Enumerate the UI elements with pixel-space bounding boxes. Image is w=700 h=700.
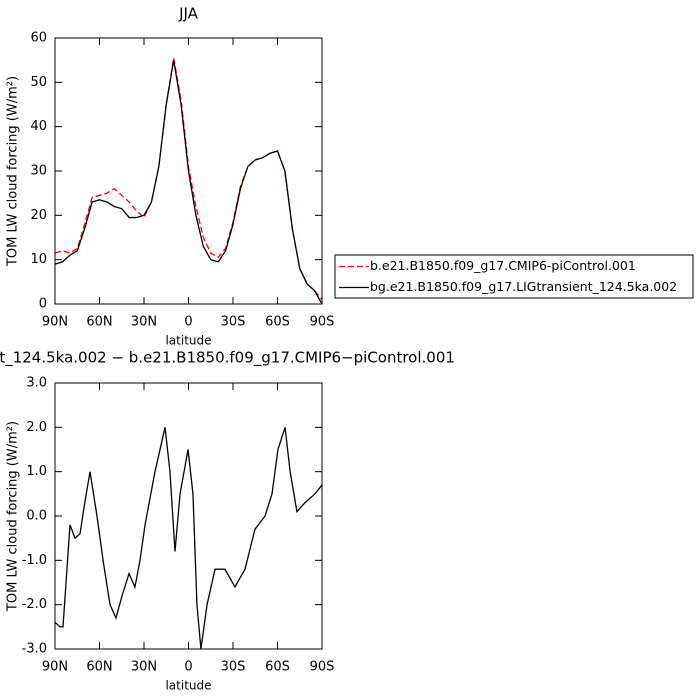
plot-frame [54, 37, 323, 305]
y-tick-label: 60 [30, 31, 47, 46]
x-tick-label: 60S [265, 315, 290, 330]
x-tick-label: 90S [310, 660, 335, 675]
y-tick-label: -1.0 [22, 553, 47, 568]
legend-label: bg.e21.B1850.f09_g17.LIGtransient_124.5k… [370, 279, 677, 294]
plot-frame [54, 382, 323, 650]
data-line [54, 60, 323, 305]
y-tick-label: 40 [30, 119, 47, 134]
y-tick-label: 20 [30, 208, 47, 223]
y-tick-label: 0.0 [26, 509, 47, 524]
x-tick-label: 90N [42, 315, 68, 330]
x-tick-label: 30S [221, 660, 246, 675]
y-axis-label: TOM LW cloud forcing (W/m²) [6, 421, 21, 612]
x-tick-label: 60N [86, 315, 112, 330]
y-tick-label: 10 [30, 252, 47, 267]
x-tick-label: 60S [265, 660, 290, 675]
x-tick-label: 0 [184, 315, 192, 330]
y-tick-label: 50 [30, 75, 47, 90]
y-tick-label: 0 [39, 297, 47, 312]
x-tick-label: 90N [42, 660, 68, 675]
y-tick-label: 1.0 [26, 464, 47, 479]
x-tick-label: 30S [221, 315, 246, 330]
data-line [54, 57, 323, 300]
x-tick-label: 90S [310, 315, 335, 330]
x-tick-label: 30N [131, 660, 157, 675]
legend-label: b.e21.B1850.f09_g17.CMIP6-piControl.001 [370, 258, 636, 273]
y-axis-label: TOM LW cloud forcing (W/m²) [6, 76, 21, 267]
x-axis-label: latitude [165, 334, 211, 348]
data-line [54, 427, 323, 650]
y-tick-label: 3.0 [26, 376, 47, 391]
y-tick-label: -3.0 [22, 642, 47, 657]
x-tick-label: 60N [86, 660, 112, 675]
chart-title: JJA [178, 5, 199, 23]
y-tick-label: 2.0 [26, 420, 47, 435]
legend-box [334, 254, 694, 299]
x-axis-label: latitude [165, 679, 211, 693]
x-tick-label: 30N [131, 315, 157, 330]
x-tick-label: 0 [184, 660, 192, 675]
chart-title: lGtransient_124.5ka.002 − b.e21.B1850.f0… [0, 349, 455, 368]
y-tick-label: 30 [30, 164, 47, 179]
y-tick-label: -2.0 [22, 597, 47, 612]
